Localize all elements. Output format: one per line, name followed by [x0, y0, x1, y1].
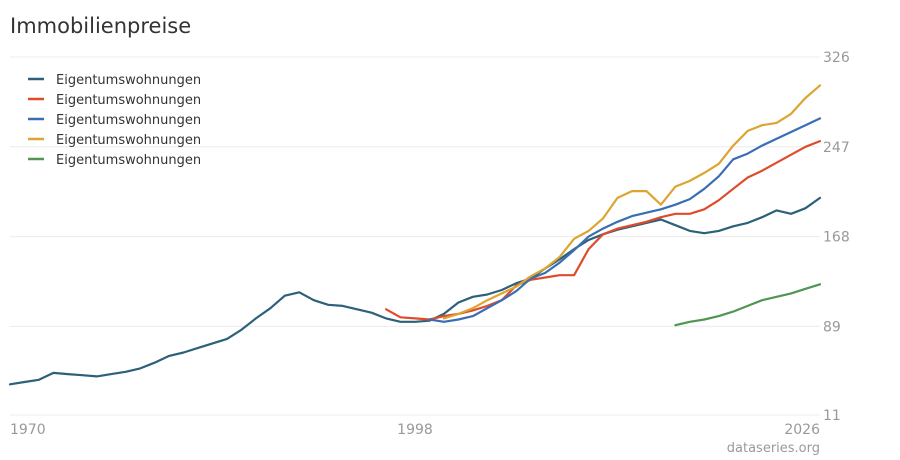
source-label: dataseries.org: [727, 441, 820, 456]
x-axis-ticks: 1970 1998 2026: [10, 422, 820, 438]
legend-label: Eigentumswohnungen: [56, 93, 201, 108]
chart-title: Immobilienpreise: [10, 14, 192, 38]
y-axis-ticks: 326 247 168 89 11: [823, 50, 850, 424]
series-line-3: [428, 117, 822, 323]
y-tick-label: 326: [823, 50, 850, 66]
y-tick-label: 89: [823, 319, 841, 335]
series-lines: [8, 84, 822, 386]
series-line-4: [442, 84, 822, 320]
x-tick-label: 1998: [397, 422, 433, 438]
y-tick-label: 168: [823, 230, 850, 246]
legend-label: Eigentumswohnungen: [56, 133, 201, 148]
legend-label: Eigentumswohnungen: [56, 153, 201, 168]
y-tick-label: 11: [823, 408, 841, 424]
grid-lines: [10, 56, 820, 416]
series-line-5: [674, 283, 822, 327]
series-line-1: [8, 196, 822, 386]
x-tick-label: 2026: [784, 422, 820, 438]
y-tick-label: 247: [823, 140, 850, 156]
legend-label: Eigentumswohnungen: [56, 73, 201, 88]
legend: Eigentumswohnungen Eigentumswohnungen Eige…: [28, 73, 201, 168]
legend-label: Eigentumswohnungen: [56, 113, 201, 128]
series-line-2: [385, 140, 822, 321]
x-tick-label: 1970: [10, 422, 46, 438]
